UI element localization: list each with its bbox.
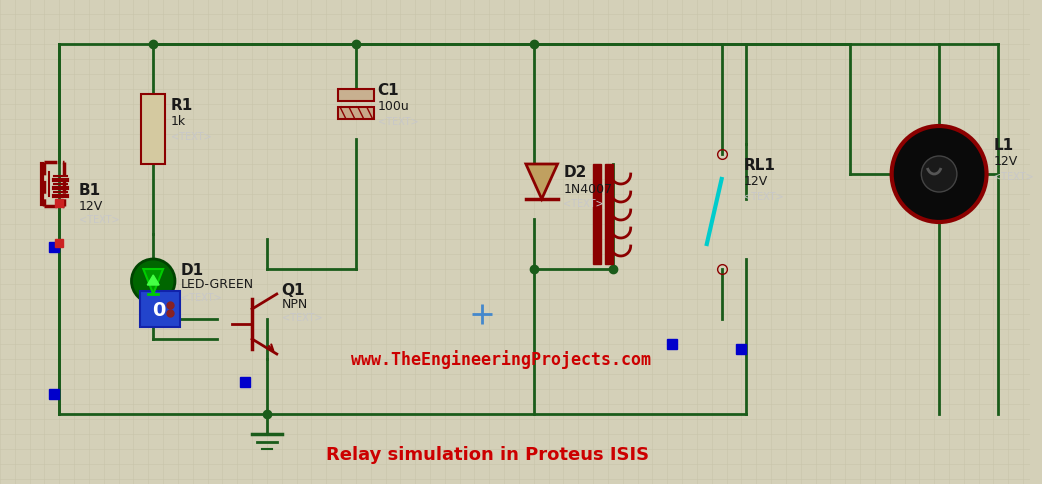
- Circle shape: [921, 157, 957, 193]
- Bar: [338, 108, 374, 120]
- Text: LED-GREEN: LED-GREEN: [181, 277, 254, 290]
- Text: R1: R1: [171, 98, 193, 113]
- Bar: [142, 95, 165, 165]
- Polygon shape: [526, 165, 557, 199]
- Text: Q1: Q1: [281, 283, 305, 297]
- Bar: [49, 389, 59, 399]
- Bar: [338, 90, 374, 102]
- Text: <TEXT>: <TEXT>: [564, 198, 604, 209]
- Text: 1k: 1k: [171, 115, 187, 128]
- Bar: [241, 377, 250, 387]
- Text: Relay simulation in Proteus ISIS: Relay simulation in Proteus ISIS: [326, 445, 649, 463]
- Polygon shape: [147, 275, 159, 286]
- Text: 1N4007: 1N4007: [564, 182, 613, 196]
- Bar: [55, 199, 64, 208]
- Text: <TEXT>: <TEXT>: [743, 192, 784, 201]
- Bar: [593, 165, 601, 264]
- Text: <TEXT>: <TEXT>: [377, 117, 418, 127]
- Text: 12V: 12V: [79, 199, 103, 212]
- Text: 12V: 12V: [743, 175, 768, 188]
- Bar: [55, 240, 64, 247]
- Bar: [49, 242, 59, 253]
- Bar: [667, 339, 677, 349]
- Text: 12V: 12V: [993, 155, 1018, 167]
- Text: D2: D2: [564, 165, 587, 180]
- Text: <TEXT>: <TEXT>: [171, 132, 212, 142]
- Circle shape: [892, 127, 987, 223]
- Text: 0: 0: [152, 301, 166, 319]
- Text: <TEXT>: <TEXT>: [993, 172, 1034, 182]
- Text: <TEXT>: <TEXT>: [281, 312, 322, 322]
- Bar: [141, 291, 180, 327]
- Text: 100u: 100u: [377, 100, 410, 113]
- Text: NPN: NPN: [281, 297, 308, 310]
- Text: <TEXT>: <TEXT>: [181, 292, 222, 302]
- Text: <TEXT>: <TEXT>: [79, 214, 120, 225]
- Text: C1: C1: [377, 83, 399, 98]
- Text: www.TheEngineeringProjects.com: www.TheEngineeringProjects.com: [351, 349, 651, 368]
- Bar: [737, 344, 746, 354]
- Text: B1: B1: [79, 182, 101, 197]
- Bar: [605, 165, 613, 264]
- Text: L1: L1: [993, 138, 1014, 152]
- Circle shape: [131, 259, 175, 303]
- Polygon shape: [144, 270, 164, 294]
- Text: D1: D1: [181, 262, 204, 277]
- Text: RL1: RL1: [743, 158, 775, 173]
